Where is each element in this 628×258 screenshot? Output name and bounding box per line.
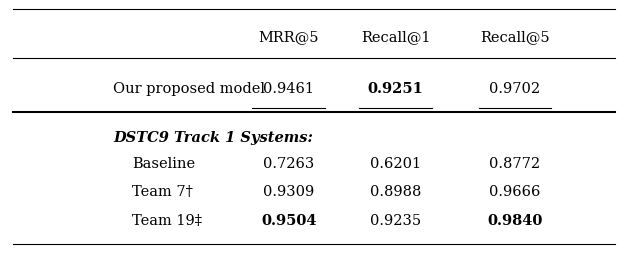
Text: 0.9666: 0.9666: [489, 185, 541, 199]
Text: Recall@1: Recall@1: [361, 30, 430, 44]
Text: 0.9461: 0.9461: [263, 82, 315, 96]
Text: 0.9702: 0.9702: [489, 82, 541, 96]
Text: Team 19‡: Team 19‡: [132, 214, 202, 228]
Text: 0.9840: 0.9840: [487, 214, 543, 228]
Text: 0.8988: 0.8988: [370, 185, 421, 199]
Text: 0.9504: 0.9504: [261, 214, 317, 228]
Text: 0.9309: 0.9309: [263, 185, 315, 199]
Text: Recall@5: Recall@5: [480, 30, 550, 44]
Text: 0.9235: 0.9235: [370, 214, 421, 228]
Text: Our proposed model: Our proposed model: [113, 82, 265, 96]
Text: MRR@5: MRR@5: [259, 30, 319, 44]
Text: DSTC9 Track 1 Systems:: DSTC9 Track 1 Systems:: [113, 131, 313, 145]
Text: 0.6201: 0.6201: [370, 157, 421, 171]
Text: 0.9251: 0.9251: [368, 82, 423, 96]
Text: 0.7263: 0.7263: [263, 157, 315, 171]
Text: Baseline: Baseline: [132, 157, 195, 171]
Text: 0.8772: 0.8772: [489, 157, 541, 171]
Text: Team 7†: Team 7†: [132, 185, 193, 199]
